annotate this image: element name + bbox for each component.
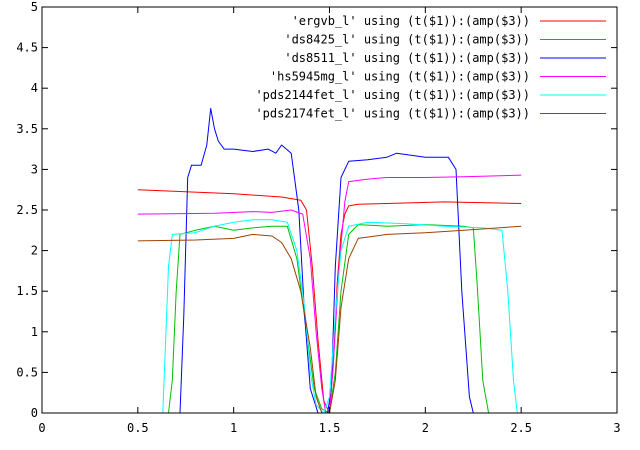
series-line-0 [137, 189, 522, 414]
y-tick-label: 1.5 [16, 284, 38, 298]
x-tick-label: 1.5 [319, 421, 341, 435]
legend-label-0: 'ergvb_l' using (t($1)):(amp($3)) [292, 14, 530, 28]
x-tick-label: 3 [613, 421, 620, 435]
y-tick-label: 2 [31, 244, 38, 258]
plot-frame [41, 6, 618, 414]
x-tick-label: 1 [230, 421, 237, 435]
legend-label-3: 'hs5945mg_l' using (t($1)):(amp($3)) [270, 70, 530, 84]
series-line-5 [137, 225, 522, 414]
ticks-layer: 0 0.5 1 1.5 2 2.5 3 0 0.5 1 1.5 2 2.5 3 3.5 4 4.5 5 [16, 0, 620, 435]
legend-label-4: 'pds2144fet_l' using (t($1)):(amp($3)) [255, 88, 530, 102]
y-tick-label: 3 [31, 162, 38, 176]
y-tick-label: 2.5 [16, 203, 38, 217]
legend-label-2: 'ds8511_l' using (t($1)):(amp($3)) [284, 51, 530, 65]
series-line-2 [137, 108, 522, 414]
y-tick-label: 5 [31, 0, 38, 14]
series-layer [137, 108, 522, 414]
x-tick-label: 2.5 [510, 421, 532, 435]
y-tick-label: 3.5 [16, 122, 38, 136]
y-tick-label: 1 [31, 325, 38, 339]
legend-label-5: 'pds2174fet_l' using (t($1)):(amp($3)) [255, 107, 530, 121]
series-line-3 [137, 174, 522, 414]
legend: 'ergvb_l' using (t($1)):(amp($3)) 'ds8425… [255, 14, 606, 121]
y-tick-label: 0 [31, 406, 38, 420]
legend-label-1: 'ds8425_l' using (t($1)):(amp($3)) [284, 33, 530, 47]
y-tick-label: 4 [31, 81, 38, 95]
x-tick-label: 0 [38, 421, 45, 435]
x-tick-label: 2 [422, 421, 429, 435]
y-tick-label: 4.5 [16, 41, 38, 55]
y-tick-label: 0.5 [16, 365, 38, 379]
x-tick-label: 0.5 [127, 421, 149, 435]
